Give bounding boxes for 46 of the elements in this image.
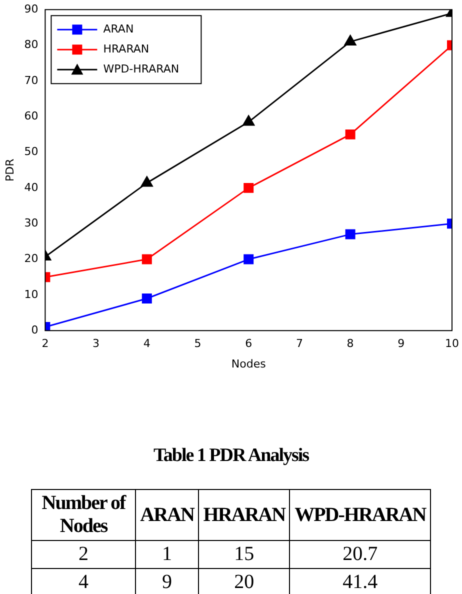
point (140, 176, 153, 187)
x-tick-label: 5 (194, 337, 202, 350)
y-tick-label: 0 (31, 323, 38, 336)
text: 2 (32, 540, 136, 568)
y-axis-title: PDR (3, 158, 16, 182)
text: 20.7 (290, 540, 430, 568)
x-tick-label: 6 (245, 337, 252, 350)
y-tick-label: 70 (24, 74, 38, 87)
x-tick-label: 8 (346, 337, 354, 350)
y-tick-label: 60 (24, 109, 38, 122)
point (344, 34, 356, 46)
text: 4 (32, 568, 136, 594)
point (142, 294, 152, 304)
x-axis-title: Nodes (231, 357, 266, 370)
point (244, 182, 254, 193)
x-tick-label: 3 (92, 337, 100, 350)
x-tick-label: 4 (143, 337, 150, 350)
x-tick-label: 10 (445, 337, 459, 350)
y-tick-label: 80 (24, 38, 38, 52)
x-tick-label: 7 (296, 337, 303, 350)
text: WPD-HRARAN (290, 490, 430, 540)
y-tick-label: 90 (24, 2, 38, 16)
legend-label: WPD-HRARAN (103, 62, 180, 76)
text: 20 (198, 568, 290, 594)
y-tick-label: 30 (24, 216, 38, 230)
y-tick-label: 10 (24, 288, 38, 301)
point (345, 129, 356, 140)
point (345, 229, 356, 240)
legend-label: HRARAN (103, 42, 150, 56)
text: 9 (136, 568, 199, 594)
y-tick-label: 40 (24, 180, 38, 194)
text: Table 1 PDR Analysis (152, 445, 310, 467)
point (244, 254, 254, 264)
y-tick-label: 20 (24, 252, 38, 266)
text: ARAN (136, 490, 199, 540)
text: HRARAN (198, 490, 290, 540)
point (242, 115, 255, 126)
x-tick-label: 9 (398, 337, 405, 350)
text: Number of Nodes (32, 490, 136, 540)
y-tick-label: 50 (24, 145, 38, 158)
legend-label: ARAN (103, 22, 134, 36)
text: 1 (136, 540, 199, 568)
text: 41.4 (290, 568, 430, 594)
x-tick-label: 2 (42, 337, 49, 350)
point (142, 254, 152, 264)
text: 15 (198, 540, 290, 568)
